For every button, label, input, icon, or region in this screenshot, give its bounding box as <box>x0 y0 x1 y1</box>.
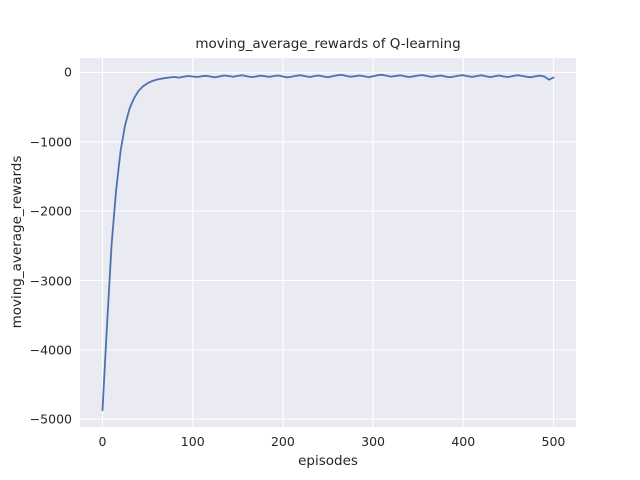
x-tick-label: 0 <box>98 434 107 449</box>
x-tick-label: 300 <box>361 434 386 449</box>
y-tick-label: −4000 <box>29 342 72 358</box>
y-tick-label: −5000 <box>29 411 72 427</box>
y-axis-label: moving_average_rewards <box>9 155 25 329</box>
chart-title: moving_average_rewards of Q-learning <box>195 36 461 52</box>
plot-background <box>80 58 576 427</box>
x-tick-label: 200 <box>270 434 295 449</box>
x-tick-label: 500 <box>541 434 566 449</box>
y-tick-label: −1000 <box>29 134 72 150</box>
y-tick-label: −3000 <box>29 273 72 288</box>
x-tick-label: 100 <box>180 434 205 449</box>
x-tick-label: 400 <box>451 434 476 449</box>
x-axis-label: episodes <box>298 453 358 469</box>
reward-line <box>101 73 555 412</box>
y-tick-label: −2000 <box>29 203 72 219</box>
y-tick-label: 0 <box>64 64 72 80</box>
